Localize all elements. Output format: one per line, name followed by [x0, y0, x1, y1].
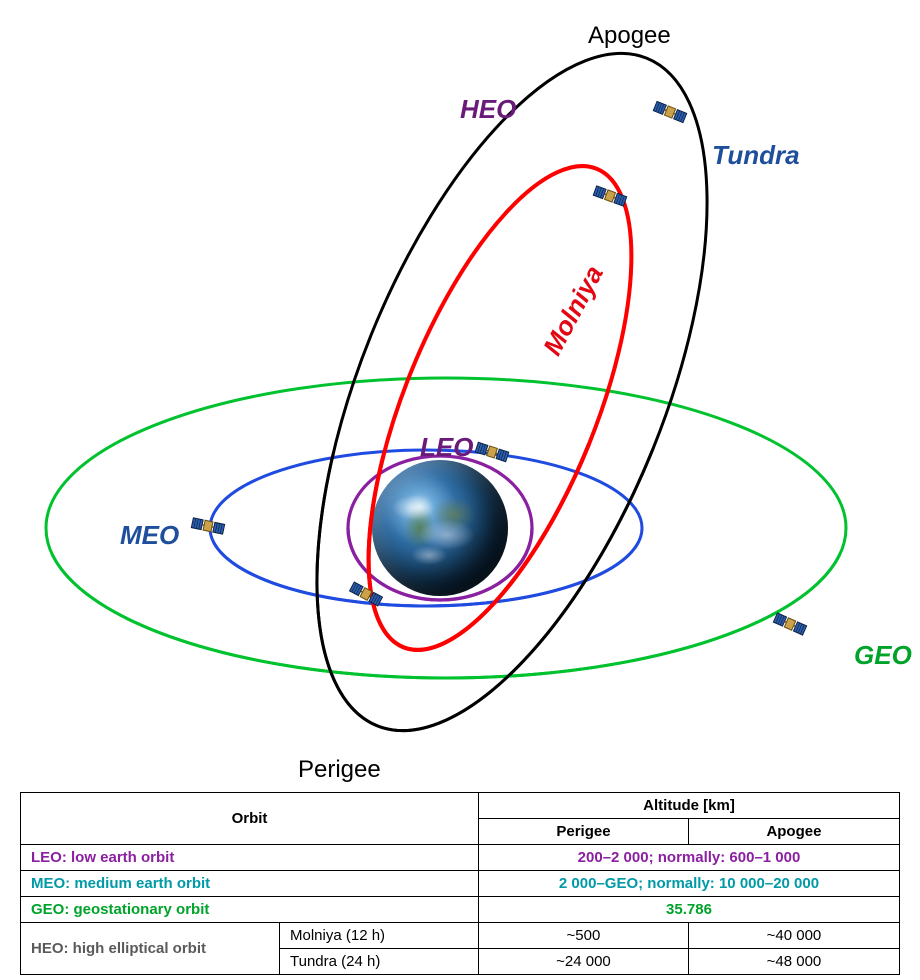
row-heo-perigee: ~500: [479, 923, 689, 949]
th-perigee: Perigee: [479, 819, 689, 845]
table-header-row-1: Orbit Altitude [km]: [21, 793, 900, 819]
row-altitude: 35.786: [479, 897, 900, 923]
orbit-svg-front: [0, 0, 920, 780]
row-heo-apogee: ~40 000: [688, 923, 899, 949]
orbit-diagram: Apogee Perigee HEO Tundra Molniya LEO ME…: [0, 0, 920, 780]
row-altitude: 200–2 000; normally: 600–1 000: [479, 845, 900, 871]
th-apogee: Apogee: [688, 819, 899, 845]
sat-meo-icon: [188, 506, 228, 546]
table-row: GEO: geostationary orbit 35.786: [21, 897, 900, 923]
table-row: HEO: high elliptical orbit Molniya (12 h…: [21, 923, 900, 949]
orbit-table: Orbit Altitude [km] Perigee Apogee LEO: …: [20, 792, 900, 975]
row-heo-apogee: ~48 000: [688, 949, 899, 975]
row-heo-sub: Molniya (12 h): [280, 923, 479, 949]
row-label: MEO: medium earth orbit: [21, 871, 479, 897]
th-orbit: Orbit: [21, 793, 479, 845]
row-heo-perigee: ~24 000: [479, 949, 689, 975]
row-label: LEO: low earth orbit: [21, 845, 479, 871]
th-altitude: Altitude [km]: [479, 793, 900, 819]
table-row: MEO: medium earth orbit 2 000–GEO; norma…: [21, 871, 900, 897]
row-heo-label: HEO: high elliptical orbit: [21, 923, 280, 975]
table-row: LEO: low earth orbit 200–2 000; normally…: [21, 845, 900, 871]
row-label: GEO: geostationary orbit: [21, 897, 479, 923]
row-heo-sub: Tundra (24 h): [280, 949, 479, 975]
row-altitude: 2 000–GEO; normally: 10 000–20 000: [479, 871, 900, 897]
